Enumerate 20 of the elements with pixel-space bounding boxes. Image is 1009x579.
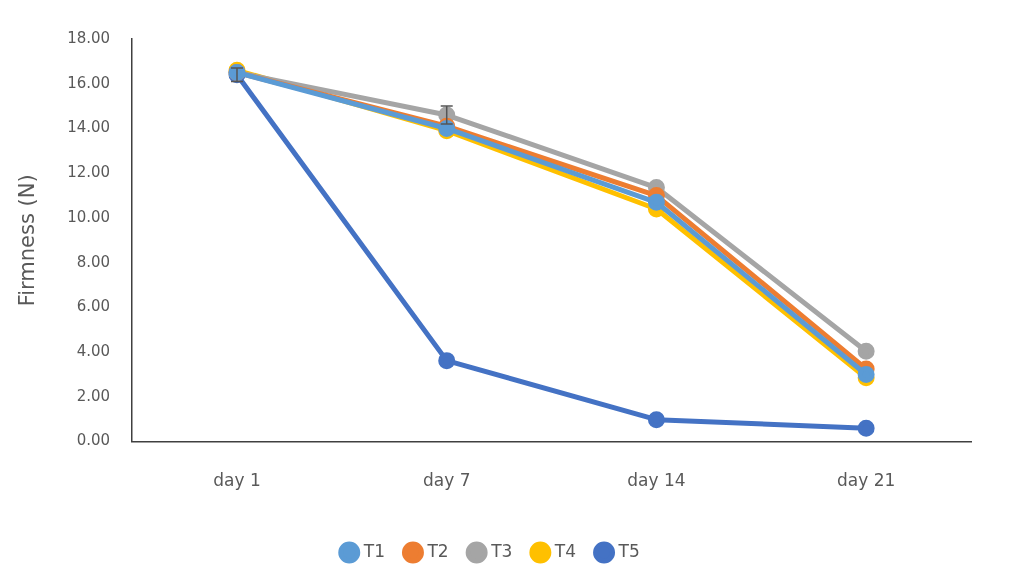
- x-tick-label: day 21: [836, 470, 896, 491]
- legend-label: T5: [617, 540, 640, 561]
- y-tick-label: 16.00: [67, 73, 111, 92]
- y-tick-label: 14.00: [67, 118, 111, 137]
- legend-label: T3: [490, 540, 513, 561]
- y-tick-label: 12.00: [67, 163, 111, 182]
- y-axis-title: Firmness (N): [15, 174, 40, 307]
- x-tick-label: day 14: [627, 470, 686, 491]
- legend-label: T4: [553, 540, 577, 561]
- y-tick-label: 0.00: [76, 431, 111, 450]
- y-tick-label: 8.00: [76, 252, 111, 271]
- y-tick-label: 18.00: [67, 28, 111, 47]
- y-tick-label: 2.00: [76, 386, 111, 405]
- y-tick-label: 6.00: [76, 297, 111, 316]
- x-tick-label: day 7: [422, 470, 471, 491]
- y-tick-label: 4.00: [76, 342, 111, 361]
- legend-label: T2: [426, 540, 449, 561]
- y-tick-label: 10.00: [67, 207, 111, 226]
- x-tick-label: day 1: [213, 470, 261, 491]
- legend-label: T1: [362, 540, 385, 561]
